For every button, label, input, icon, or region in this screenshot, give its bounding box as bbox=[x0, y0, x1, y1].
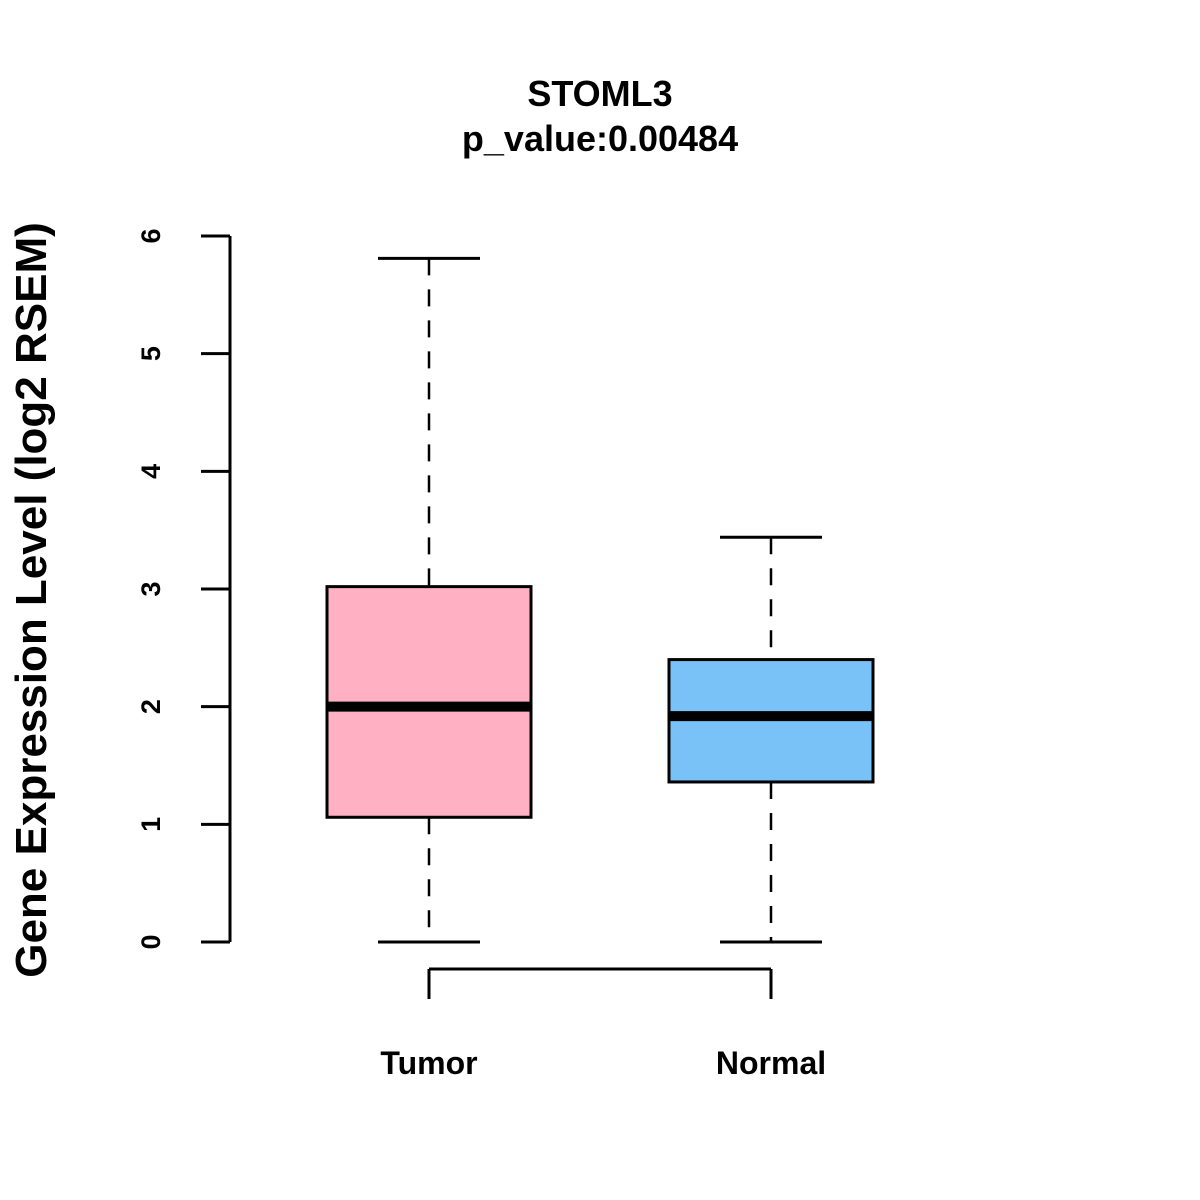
x-label-tumor: Tumor bbox=[380, 1045, 477, 1081]
y-tick-label-0: 0 bbox=[136, 934, 166, 949]
chart-title: STOML3 bbox=[527, 73, 672, 114]
x-axis-labels: Tumor Normal bbox=[380, 1045, 826, 1081]
comparison-bracket bbox=[427, 967, 773, 999]
box-tumor bbox=[325, 256, 533, 944]
box-normal bbox=[667, 535, 875, 944]
y-tick-label-6: 6 bbox=[136, 228, 166, 243]
y-axis-label: Gene Expression Level (log2 RSEM) bbox=[7, 222, 56, 978]
y-tick-label-4: 4 bbox=[136, 464, 166, 479]
y-tick-label-3: 3 bbox=[136, 581, 166, 596]
boxes bbox=[325, 256, 875, 944]
y-tick-label-2: 2 bbox=[136, 699, 166, 714]
chart-subtitle: p_value:0.00484 bbox=[462, 118, 738, 159]
x-label-normal: Normal bbox=[716, 1045, 826, 1081]
y-tick-label-1: 1 bbox=[136, 817, 166, 832]
y-axis: 0 1 2 3 4 5 6 bbox=[136, 228, 232, 950]
y-tick-label-5: 5 bbox=[136, 346, 166, 361]
